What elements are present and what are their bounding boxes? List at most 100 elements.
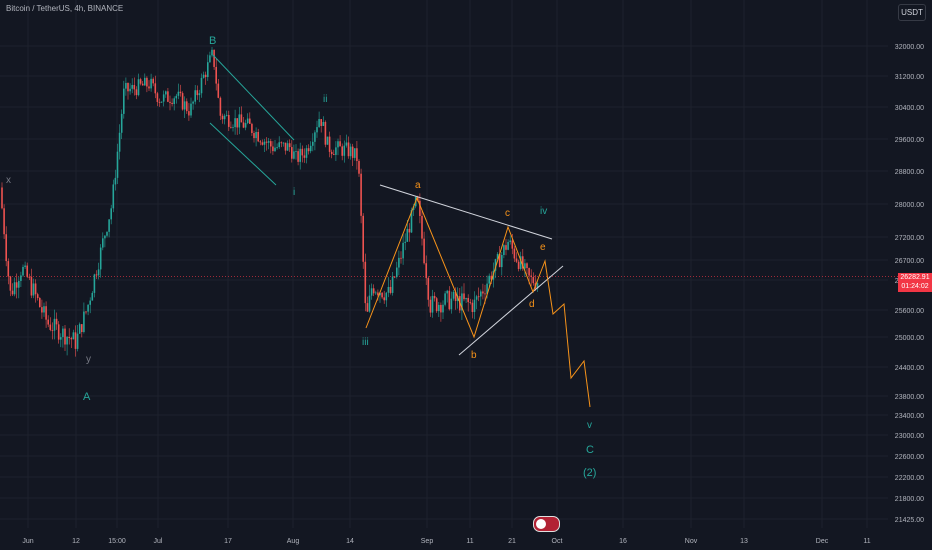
bar-countdown: 01:24:02: [901, 283, 929, 290]
candle-body: [501, 255, 503, 268]
candle-body: [465, 298, 467, 300]
candle-body: [93, 274, 96, 293]
time-tick-label: 12: [72, 538, 80, 545]
candlestick-series: [1, 46, 539, 357]
price-tick-label: 31200.00: [895, 74, 924, 81]
candle-body: [97, 269, 100, 276]
candle-body: [536, 283, 539, 289]
time-tick-label: 17: [224, 538, 232, 545]
candle-body: [1, 187, 3, 209]
candle-body: [410, 209, 413, 233]
candle-body: [265, 141, 268, 143]
time-tick-label: 11: [466, 538, 473, 545]
price-tick-label: 23400.00: [895, 413, 924, 420]
price-axis[interactable]: 32000.00 31200.00 30400.00 29600.00 28800.00…: [895, 44, 924, 524]
candle-body: [442, 304, 444, 313]
candle-body: [528, 268, 530, 276]
candle-body: [370, 288, 373, 296]
candle-body: [32, 283, 35, 296]
candle-body: [114, 177, 117, 185]
price-tick-label: 22600.00: [895, 454, 924, 461]
candle-body: [347, 142, 350, 157]
candle-body: [484, 293, 486, 295]
candle-body: [280, 142, 283, 144]
candle-body: [39, 298, 41, 308]
currency-button[interactable]: USDT: [898, 4, 926, 21]
candle-body: [328, 136, 331, 152]
candle-body: [423, 238, 425, 264]
candle-body: [62, 328, 64, 338]
price-tick-label: 21800.00: [895, 496, 924, 503]
candle-body: [213, 49, 215, 67]
candle-body: [421, 215, 423, 239]
candle-body: [87, 304, 89, 312]
candle-body: [41, 307, 43, 313]
candle-body: [272, 146, 274, 152]
candle-body: [295, 151, 297, 152]
wave-label-d: d: [529, 299, 535, 310]
wave-label-A: A: [83, 391, 91, 403]
candle-body: [433, 295, 436, 299]
candle-body: [362, 215, 364, 262]
time-axis[interactable]: Jun 12 15:00 Jul 17 Aug 14 Sep 11 21 Oct 16 Nov 13 Dec…: [22, 538, 870, 545]
candle-body: [259, 141, 262, 143]
candle-body: [438, 304, 440, 312]
candle-body: [110, 208, 112, 220]
candle-body: [139, 79, 142, 84]
price-tick-label: 32000.00: [895, 44, 924, 51]
candle-body: [293, 151, 295, 159]
candle-body: [425, 263, 427, 279]
candle-body: [440, 304, 442, 313]
candle-body: [49, 324, 52, 330]
candle-body: [173, 98, 175, 104]
candle-body: [494, 259, 497, 271]
candle-body: [316, 127, 318, 133]
candle-body: [219, 97, 222, 116]
candle-body: [28, 276, 31, 278]
candle-body: [490, 275, 493, 280]
candle-body: [314, 132, 316, 142]
symbol-title[interactable]: Bitcoin / TetherUS, 4h, BINANCE: [6, 4, 124, 13]
wave-label-iii: iii: [362, 337, 369, 348]
candle-body: [343, 145, 346, 156]
candle-body: [24, 265, 26, 267]
candle-body: [471, 302, 474, 313]
time-tick-label: 21: [508, 538, 516, 545]
candle-body: [251, 123, 253, 134]
candle-body: [467, 298, 469, 303]
wave-label-i: i: [293, 187, 295, 198]
candle-body: [188, 111, 190, 116]
candle-body: [341, 146, 343, 156]
candle-body: [204, 74, 207, 78]
price-tick-label: 28000.00: [895, 202, 924, 209]
candle-body: [236, 118, 238, 128]
candle-body: [131, 84, 133, 89]
candle-body: [360, 173, 362, 216]
candle-body: [51, 329, 54, 331]
triangle-upper-line: [379, 184, 553, 240]
candle-body: [221, 115, 224, 120]
candle-body: [477, 296, 480, 298]
time-tick-label: Aug: [287, 538, 300, 545]
candle-body: [309, 145, 312, 152]
wave-label-e: e: [540, 242, 546, 253]
candle-body: [127, 82, 129, 92]
price-tick-label: 23000.00: [895, 433, 924, 440]
candle-body: [261, 142, 264, 145]
wave-label-ii: ii: [323, 94, 327, 105]
candle-body: [3, 208, 5, 235]
candle-body: [242, 122, 245, 128]
candle-body: [26, 265, 28, 277]
candle-body: [448, 290, 451, 310]
channel-line-upper: [212, 54, 295, 141]
wave-label-x: x: [6, 175, 11, 186]
wave-label-iv: iv: [540, 206, 547, 217]
candle-body: [349, 146, 352, 157]
candle-body: [5, 234, 7, 262]
candle-body: [427, 278, 430, 300]
candle-body: [488, 275, 490, 284]
candle-body: [137, 79, 140, 96]
candle-body: [246, 118, 249, 124]
candle-body: [312, 141, 314, 146]
